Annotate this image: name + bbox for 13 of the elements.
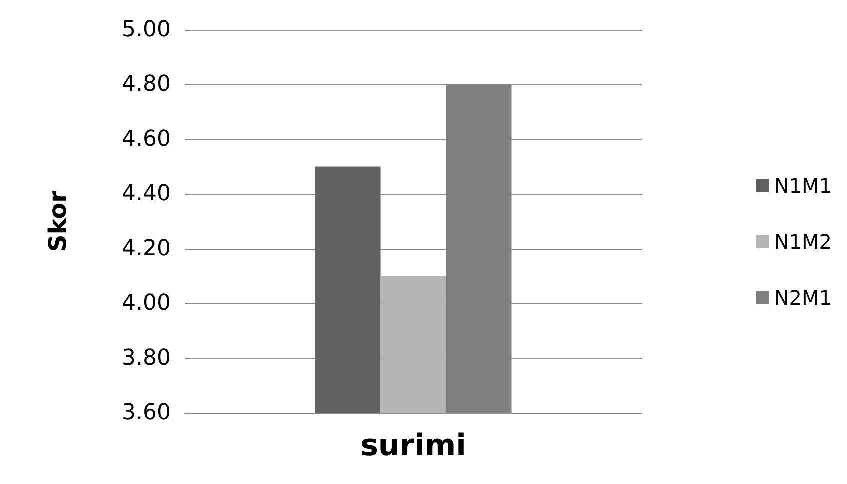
- legend-label: N1M1: [774, 174, 832, 198]
- y-tick-label: 3.60: [122, 400, 171, 426]
- y-tick-label: 4.80: [122, 72, 171, 98]
- legend-label: N2M1: [774, 286, 832, 310]
- y-tick-label: 4.40: [122, 182, 171, 207]
- y-tick-label: 3.80: [122, 346, 171, 371]
- y-tick-label: 4.20: [122, 236, 171, 262]
- legend-label: N1M2: [774, 230, 832, 254]
- y-tick-label: 5.00: [122, 18, 171, 42]
- x-tick-label: surimi: [360, 428, 466, 464]
- y-axis-title: Skor: [44, 190, 72, 252]
- y-tick-label: 4.00: [122, 291, 171, 316]
- y-tick-label: 4.60: [122, 126, 171, 152]
